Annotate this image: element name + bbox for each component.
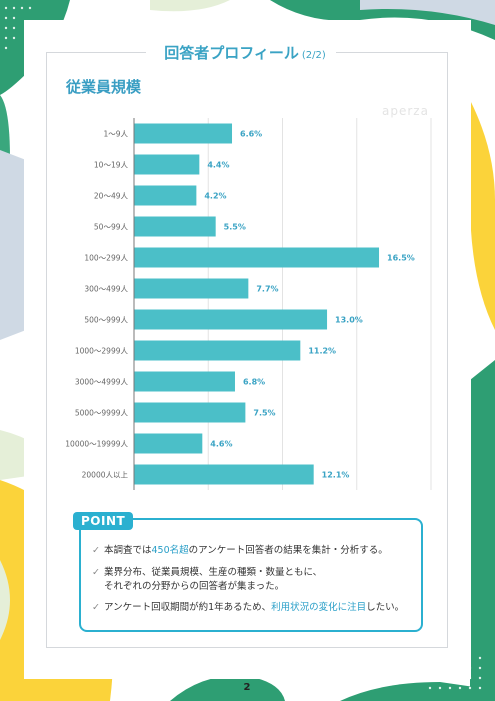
frame-top-left bbox=[46, 52, 146, 53]
value-label: 4.2% bbox=[204, 192, 226, 201]
category-label: 5000〜9999人 bbox=[75, 409, 129, 418]
value-label: 4.6% bbox=[210, 440, 232, 449]
value-label: 11.2% bbox=[308, 347, 336, 356]
page-indicator: (2/2) bbox=[301, 50, 326, 61]
point-line-3-pre: それぞれの分野からの回答者が集まった。 bbox=[104, 581, 285, 592]
category-label: 3000〜4999人 bbox=[75, 378, 129, 387]
point-line-2-pre: 業界分布、従業員規模、生産の種類・数量ともに、 bbox=[103, 567, 323, 578]
point-line-4-post: したい。 bbox=[366, 602, 405, 613]
check-icon: ✓ bbox=[92, 567, 100, 578]
category-label: 20〜49人 bbox=[94, 192, 129, 201]
value-label: 6.6% bbox=[240, 130, 262, 139]
bar bbox=[134, 247, 380, 268]
value-label: 6.8% bbox=[243, 378, 265, 387]
bar bbox=[134, 185, 197, 206]
point-line-1-pre: 本調査では bbox=[103, 545, 152, 556]
point-tag: POINT bbox=[73, 512, 134, 530]
point-line-4-highlight: 利用状況の変化に注目 bbox=[271, 602, 367, 613]
category-label: 10000〜19999人 bbox=[65, 440, 128, 449]
point-box bbox=[79, 518, 423, 632]
page-number: 2 bbox=[243, 682, 251, 693]
category-label: 500〜999人 bbox=[84, 316, 128, 325]
point-line-2: ✓ 業界分布、従業員規模、生産の種類・数量ともに、 bbox=[92, 566, 322, 580]
category-label: 1〜9人 bbox=[103, 130, 128, 139]
value-label: 7.5% bbox=[253, 409, 275, 418]
category-label: 20000人以上 bbox=[82, 471, 129, 480]
point-line-1: ✓ 本調査では450名超のアンケート回答者の結果を集計・分析する。 bbox=[92, 544, 388, 558]
frame-top-right bbox=[336, 52, 447, 53]
value-label: 13.0% bbox=[335, 316, 363, 325]
bar bbox=[134, 464, 314, 485]
value-label: 7.7% bbox=[256, 285, 278, 294]
aperza-watermark: aperza bbox=[382, 104, 429, 118]
section-title: 従業員規模 bbox=[66, 78, 142, 96]
bar bbox=[134, 371, 235, 392]
point-line-4: ✓ アンケート回収期間が約1年あるため、利用状況の変化に注目したい。 bbox=[92, 601, 404, 615]
category-label: 10〜19人 bbox=[94, 161, 129, 170]
point-line-1-post: のアンケート回答者の結果を集計・分析する。 bbox=[188, 545, 388, 556]
bar bbox=[134, 340, 301, 361]
page-title-text: 回答者プロフィール bbox=[164, 44, 299, 62]
point-line-3: それぞれの分野からの回答者が集まった。 bbox=[104, 580, 284, 594]
value-label: 12.1% bbox=[322, 471, 350, 480]
page-title: 回答者プロフィール (2/2) bbox=[150, 42, 340, 63]
value-label: 5.5% bbox=[224, 223, 246, 232]
category-label: 1000〜2999人 bbox=[75, 347, 129, 356]
value-label: 4.4% bbox=[207, 161, 229, 170]
content-frame bbox=[46, 52, 448, 648]
category-label: 50〜99人 bbox=[94, 223, 129, 232]
bar bbox=[134, 402, 246, 423]
value-label: 16.5% bbox=[387, 254, 415, 263]
bar bbox=[134, 309, 328, 330]
bar bbox=[134, 433, 203, 454]
bar bbox=[134, 123, 233, 144]
point-line-1-highlight: 450名超 bbox=[151, 545, 189, 556]
check-icon: ✓ bbox=[92, 545, 100, 556]
category-label: 300〜499人 bbox=[84, 285, 128, 294]
bar bbox=[134, 154, 200, 175]
bar bbox=[134, 216, 216, 237]
check-icon: ✓ bbox=[92, 602, 100, 613]
category-label: 100〜299人 bbox=[84, 254, 128, 263]
bar bbox=[134, 278, 249, 299]
point-line-4-pre: アンケート回収期間が約1年あるため、 bbox=[103, 602, 272, 613]
